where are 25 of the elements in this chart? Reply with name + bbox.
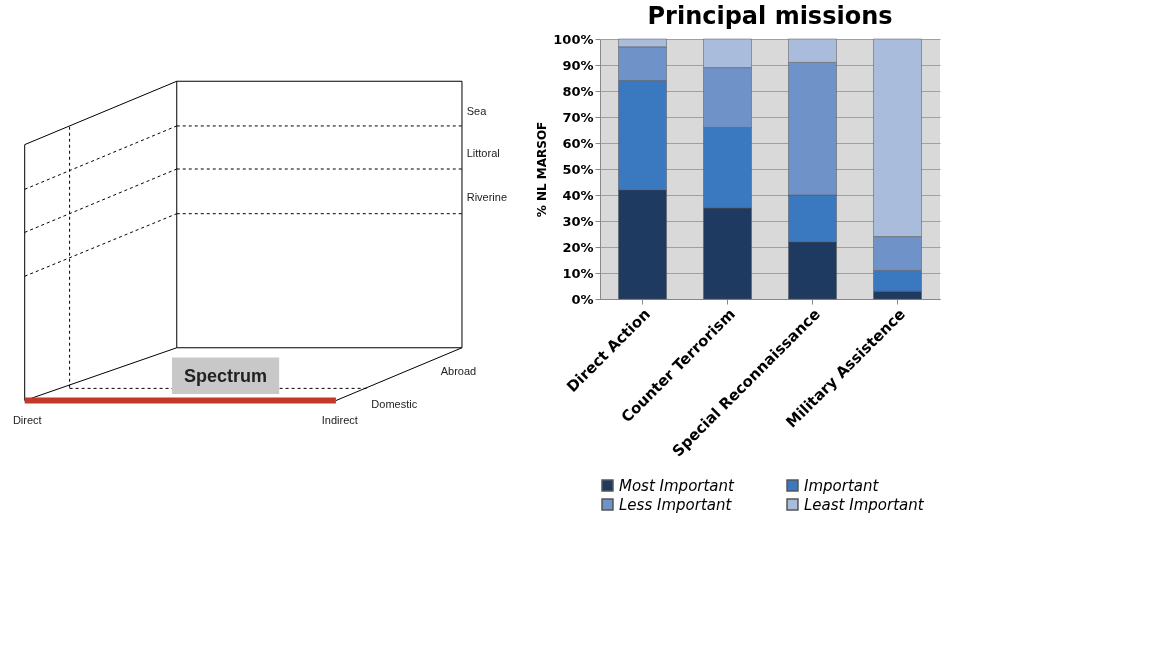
y-tick-label: 60% <box>562 135 594 151</box>
chart-title: Principal missions <box>647 2 893 30</box>
y-tick-label: 10% <box>562 265 594 281</box>
y-tick-label: 50% <box>562 161 594 177</box>
text: Domestic <box>371 397 418 410</box>
y-tick-label: 70% <box>562 109 594 125</box>
text: Abroad <box>440 365 477 378</box>
y-tick-label: 0% <box>571 291 594 307</box>
y-tick-label: 20% <box>562 239 594 255</box>
text: Indirect <box>321 413 358 426</box>
text: Direct <box>12 413 42 426</box>
text: Sea <box>466 105 488 118</box>
legend-label: Less Important <box>619 495 733 514</box>
text: Littoral <box>466 147 500 160</box>
legend-label: Most Important <box>619 476 736 495</box>
legend-label: Least Important <box>804 495 925 514</box>
y-tick-label: 80% <box>562 83 594 99</box>
text: Riverine <box>466 191 508 204</box>
y-tick-label: 40% <box>562 187 594 203</box>
text: Spectrum <box>184 366 268 386</box>
y-tick-label: 90% <box>562 57 594 73</box>
y-tick-label: 30% <box>562 213 594 229</box>
y-tick-label: 100% <box>553 31 594 47</box>
y-axis-title: % NL MARSOF <box>535 121 550 218</box>
legend-label: Important <box>804 476 880 495</box>
